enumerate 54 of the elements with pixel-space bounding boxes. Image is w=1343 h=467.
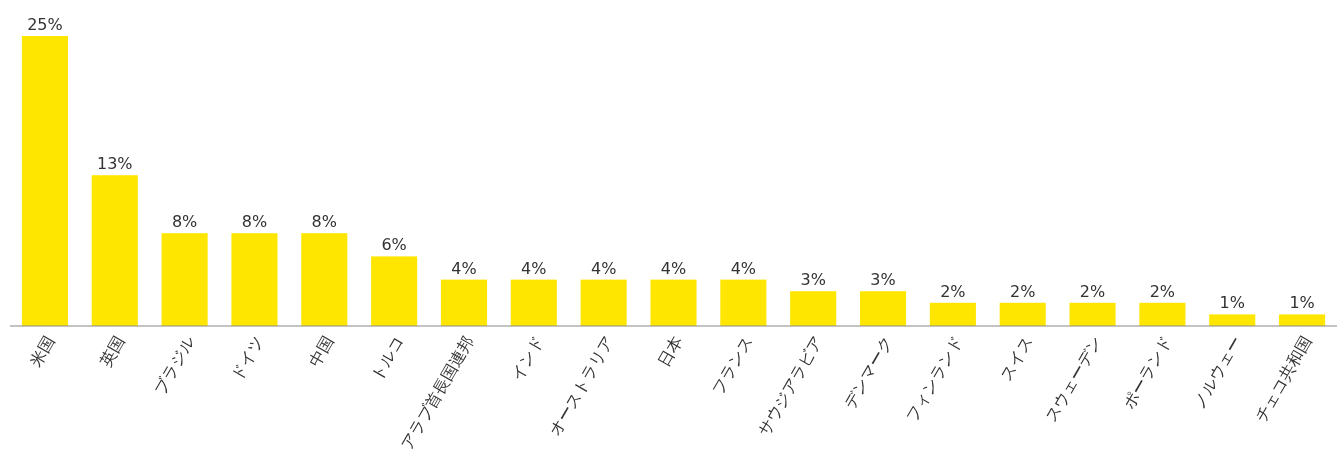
data-label: 6% [381,235,407,255]
bar [1139,302,1186,326]
data-label: 3% [800,270,826,290]
x-tick-label: サウジアラビア [754,332,827,440]
x-tick-label: フランス [708,332,757,398]
bar [1069,302,1116,326]
bar [650,279,697,326]
data-label: 2% [1079,281,1106,301]
x-tick-label: ブラジル [149,332,198,398]
x-tick-label: 中国 [305,332,338,370]
bar [929,302,976,326]
x-tick-label: 英国 [95,332,129,370]
data-label: 8% [311,212,337,232]
x-tick-label: 米国 [25,332,59,370]
x-tick-label: トルコ [367,332,408,384]
bar [999,302,1046,326]
data-label: 13% [96,154,133,174]
x-tick-label: ポーランド [1119,332,1176,412]
data-label: 1% [1219,293,1245,313]
x-tick-label: フィンランド [901,332,967,426]
data-label: 4% [451,258,477,278]
bar [21,36,68,326]
bar [790,291,837,326]
x-tick-label: スイス [995,332,1037,384]
bar [859,291,907,326]
bar [231,233,278,326]
data-label: 2% [940,281,966,301]
data-label: 2% [1010,281,1036,301]
bar [440,279,488,326]
x-tick-label: デンマーク [839,332,897,412]
data-label: 1% [1289,293,1315,313]
bar [371,256,418,326]
data-label: 4% [590,258,617,278]
bar [580,279,627,326]
data-label: 4% [660,258,687,278]
data-label: 4% [730,258,757,278]
x-tick-label: 日本 [654,332,687,370]
x-tick-label: ノルウェー [1189,332,1246,412]
bar [161,233,208,326]
data-label: 8% [241,212,268,232]
data-label: 4% [521,258,547,278]
data-label: 2% [1149,281,1176,301]
bar [301,233,348,326]
x-tick-label: チェコ共和国 [1250,332,1316,426]
bar [510,279,557,326]
data-label: 3% [870,270,896,290]
data-label: 8% [171,212,198,232]
data-label: 25% [27,15,63,34]
bar [1279,314,1326,326]
bar [720,279,767,326]
bar [1209,314,1256,326]
x-tick-label: スウェーデン [1041,332,1106,426]
bar [91,175,138,326]
x-tick-label: ドイツ [227,332,268,384]
